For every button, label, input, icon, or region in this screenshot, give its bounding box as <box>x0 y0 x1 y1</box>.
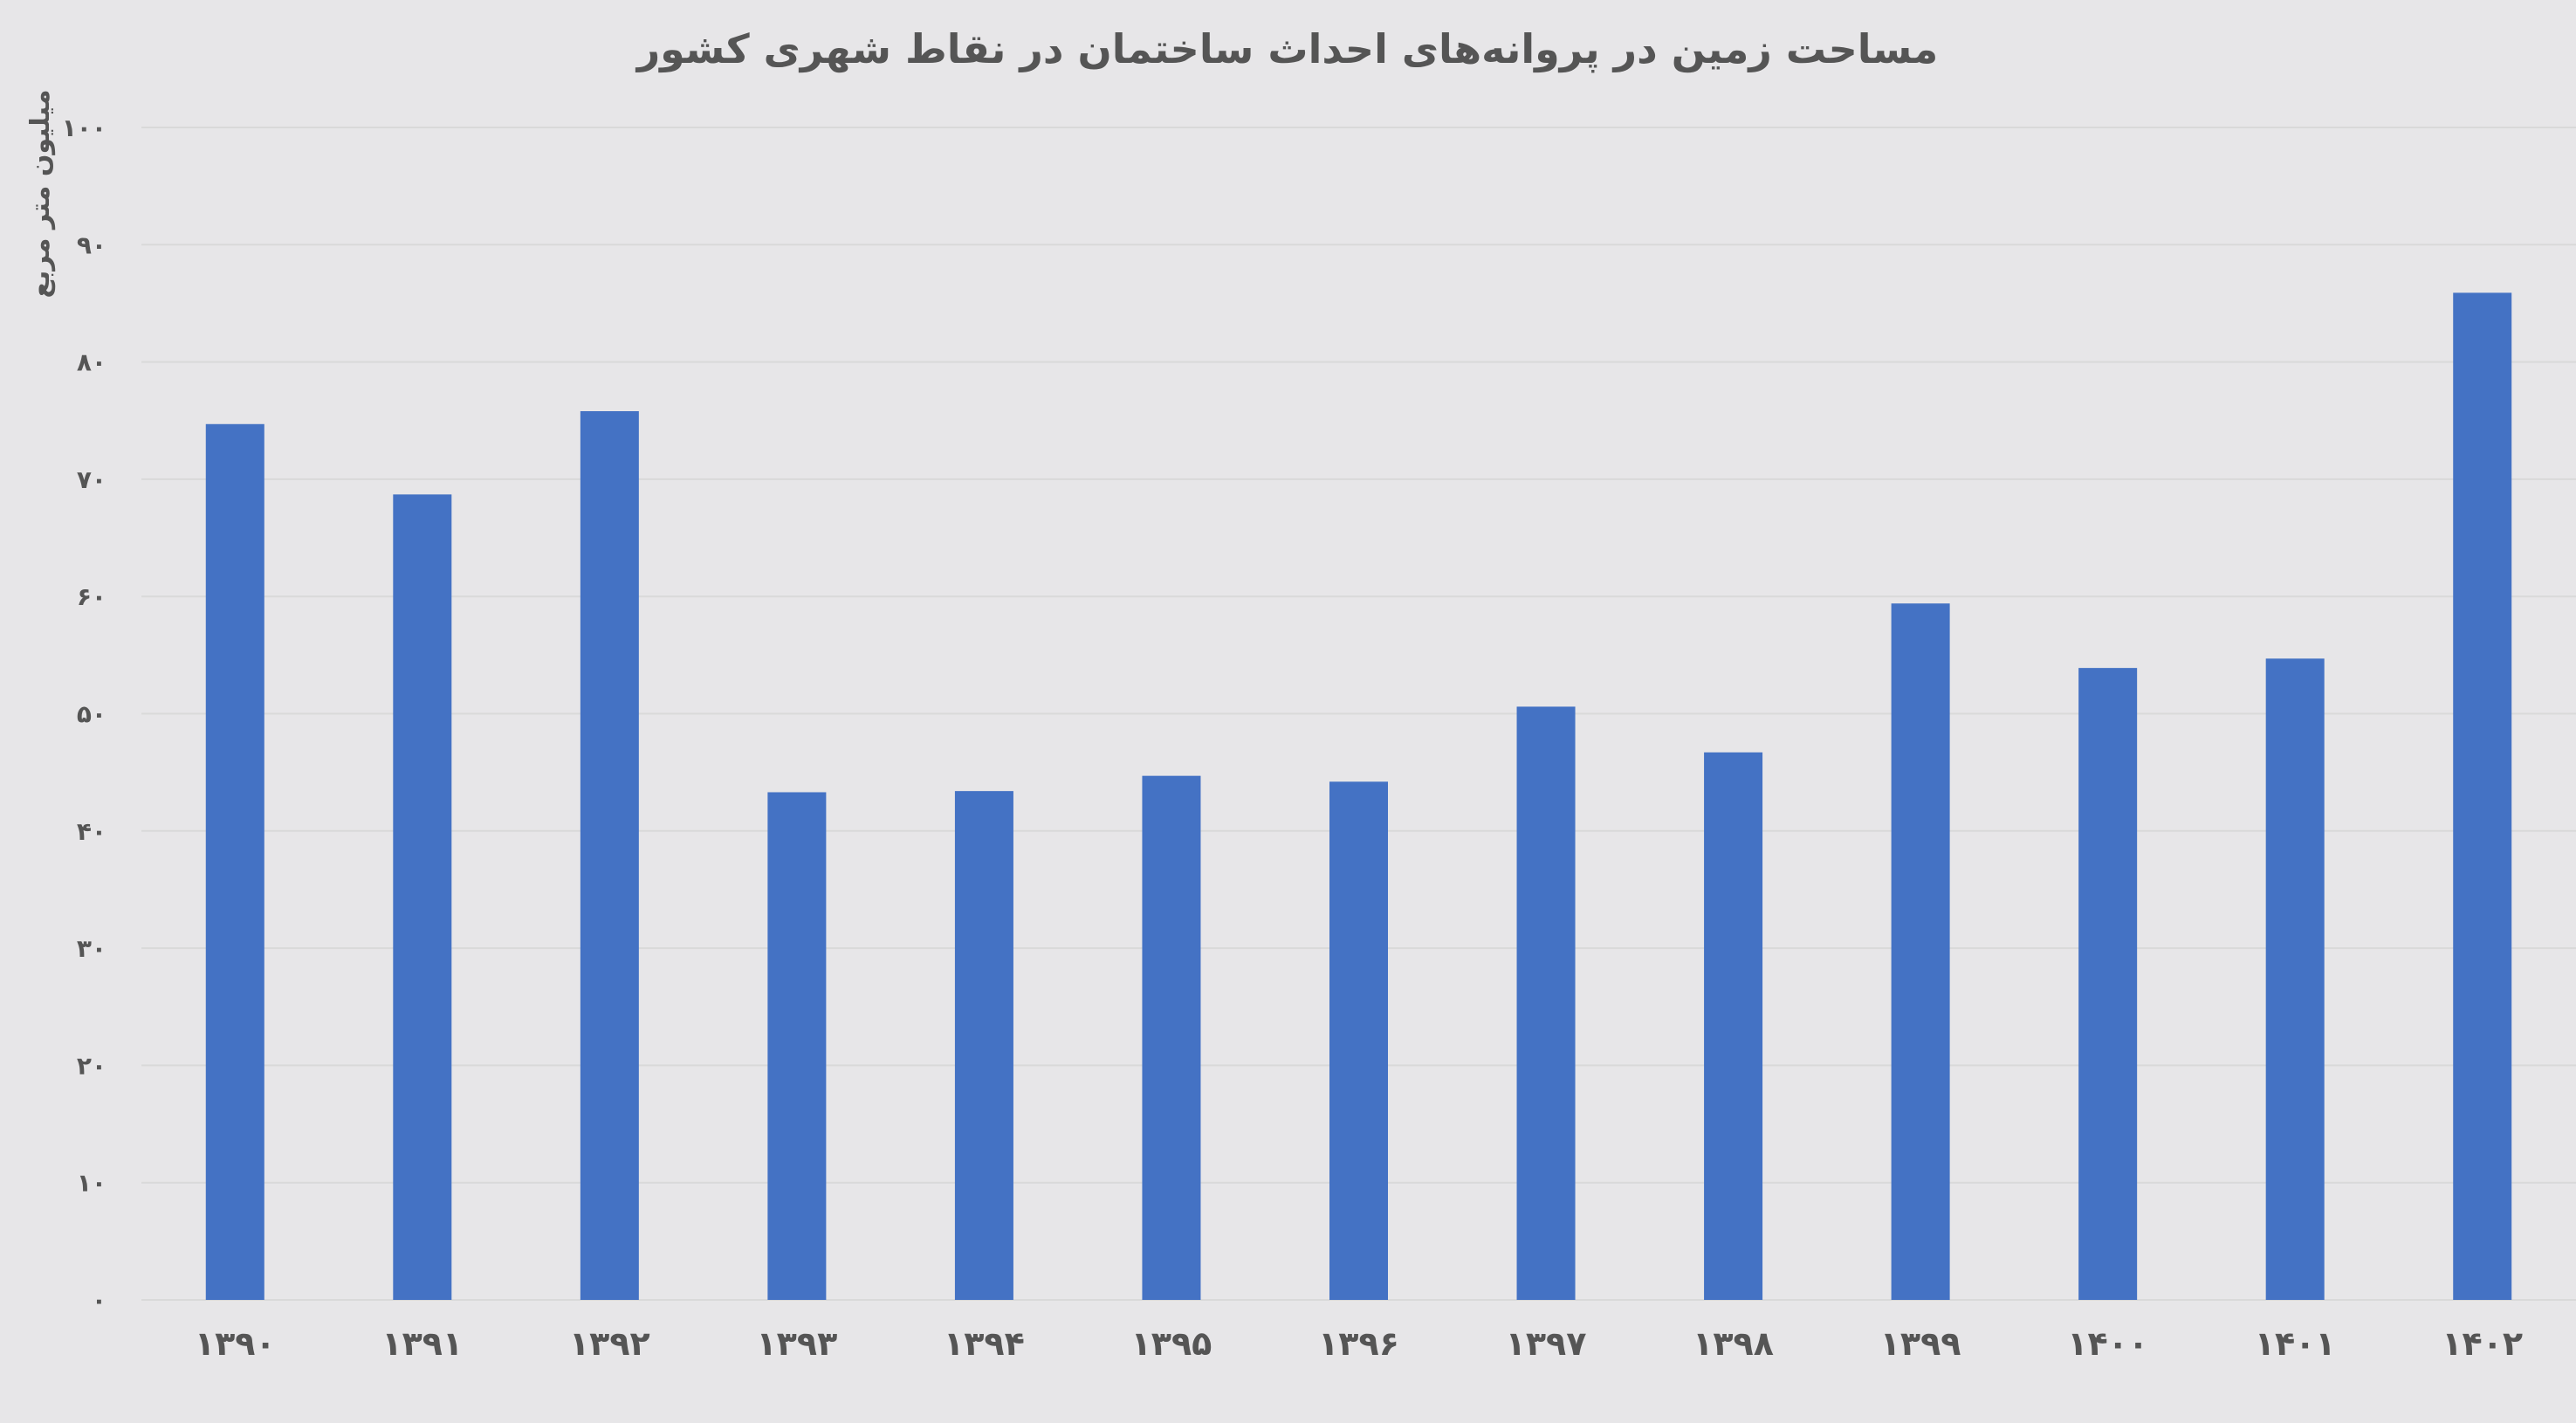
x-tick-label: ۱۴۰۲ <box>2442 1324 2523 1363</box>
x-tick-label: ۱۳۹۷ <box>1506 1324 1587 1363</box>
bar <box>2453 292 2512 1300</box>
x-tick-label: ۱۳۹۹ <box>1880 1324 1961 1363</box>
bar <box>1142 775 1201 1300</box>
y-tick-label: ۶۰ <box>77 582 106 611</box>
x-tick-label: ۱۴۰۱ <box>2255 1324 2336 1363</box>
bar <box>1891 603 1950 1300</box>
chart-title: مساحت زمین در پروانه‌های احداث ساختمان د… <box>635 25 1939 73</box>
bar <box>205 423 264 1300</box>
x-tick-label: ۱۳۹۸ <box>1693 1324 1774 1363</box>
y-tick-label: ۴۰ <box>77 817 106 846</box>
y-tick-label: ۳۰ <box>77 934 106 963</box>
y-tick-label: ۱۰ <box>77 1169 106 1198</box>
bar <box>1704 752 1763 1300</box>
y-tick-label: ۹۰ <box>77 230 106 259</box>
x-tick-label: ۱۳۹۳ <box>756 1324 837 1363</box>
bar <box>2078 668 2138 1300</box>
bar <box>393 494 452 1300</box>
bar <box>954 791 1013 1300</box>
bar <box>1516 706 1576 1300</box>
x-tick-label: ۱۳۹۱ <box>381 1324 463 1363</box>
x-tick-label: ۱۳۹۰ <box>195 1324 276 1363</box>
x-tick-label: ۱۴۰۰ <box>2067 1324 2148 1363</box>
x-tick-label: ۱۳۹۵ <box>1131 1324 1212 1363</box>
bar <box>2265 658 2325 1300</box>
y-axis-ticks: ۰ ۱۰ ۲۰ ۳۰ ۴۰ ۵۰ ۶۰ ۷۰ ۸۰ ۹۰ ۱۰۰ <box>62 113 106 1315</box>
y-tick-label: ۵۰ <box>77 700 106 729</box>
bar <box>580 411 639 1301</box>
bars <box>205 292 2512 1301</box>
y-tick-label: ۰ <box>92 1286 106 1315</box>
y-axis-label: میلیون متر مربع <box>25 89 56 298</box>
bar <box>1329 781 1388 1300</box>
x-tick-label: ۱۳۹۴ <box>944 1324 1025 1363</box>
y-tick-label: ۲۰ <box>77 1051 106 1080</box>
x-axis-ticks: ۱۳۹۰ ۱۳۹۱ ۱۳۹۲ ۱۳۹۳ ۱۳۹۴ ۱۳۹۵ ۱۳۹۶ ۱۳۹۷ ۱۳۹۸ ۱۳۹۹… <box>195 1324 2523 1363</box>
y-tick-label: ۱۰۰ <box>62 113 106 142</box>
y-tick-label: ۷۰ <box>77 465 106 494</box>
y-tick-label: ۸۰ <box>77 348 106 377</box>
x-tick-label: ۱۳۹۶ <box>1318 1324 1399 1363</box>
x-tick-label: ۱۳۹۲ <box>569 1324 650 1363</box>
bar <box>767 792 827 1300</box>
